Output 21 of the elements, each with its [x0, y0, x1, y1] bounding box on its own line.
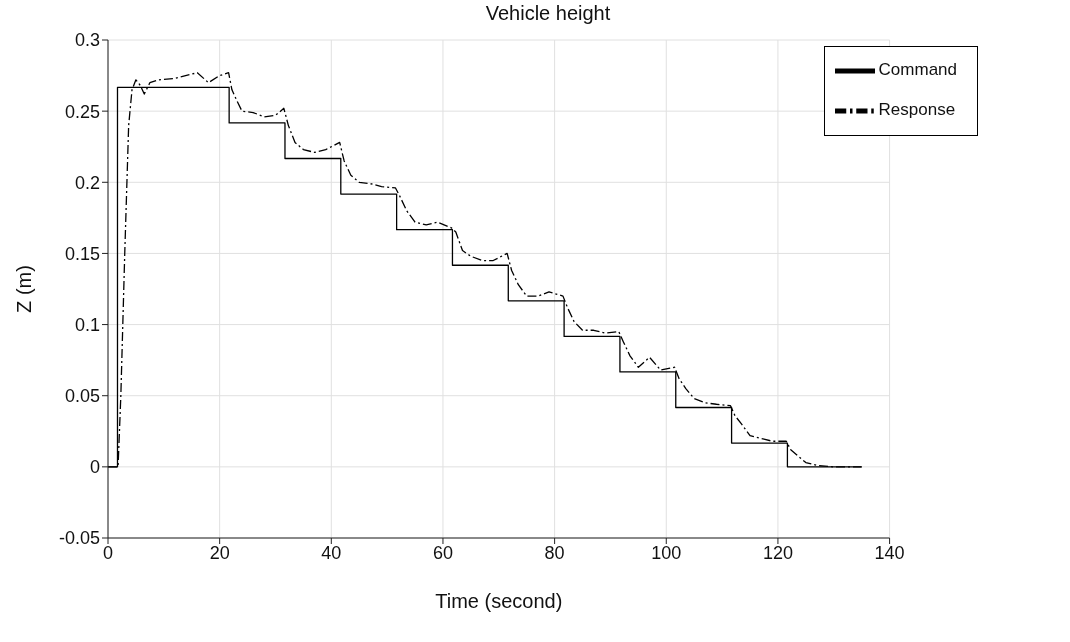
y-axis-title: Z (m) [13, 265, 36, 313]
y-tick-label: 0.25 [64, 101, 100, 122]
x-tick-label: 100 [651, 542, 682, 563]
y-tick-label: 0.3 [74, 30, 100, 51]
y-tick-label: 0.2 [74, 172, 100, 193]
chart-title: Vehicle height [484, 2, 612, 25]
y-tick-label: 0.15 [64, 243, 100, 264]
x-tick-label: 40 [321, 542, 342, 563]
x-tick-label: 120 [762, 542, 793, 563]
x-tick-label: 0 [102, 542, 114, 563]
x-tick-label: 60 [432, 542, 453, 563]
y-tick-label: 0.05 [64, 386, 100, 407]
legend-label: Response [878, 100, 956, 120]
y-tick-label: 0.1 [74, 314, 100, 335]
x-tick-label: 140 [874, 542, 905, 563]
legend-label: Command [878, 60, 957, 80]
x-tick-label: 80 [544, 542, 565, 563]
x-axis-title: Time (second) [435, 590, 563, 612]
y-tick-label: 0 [89, 457, 100, 478]
x-tick-label: 20 [209, 542, 230, 563]
y-tick-label: -0.05 [58, 528, 100, 549]
